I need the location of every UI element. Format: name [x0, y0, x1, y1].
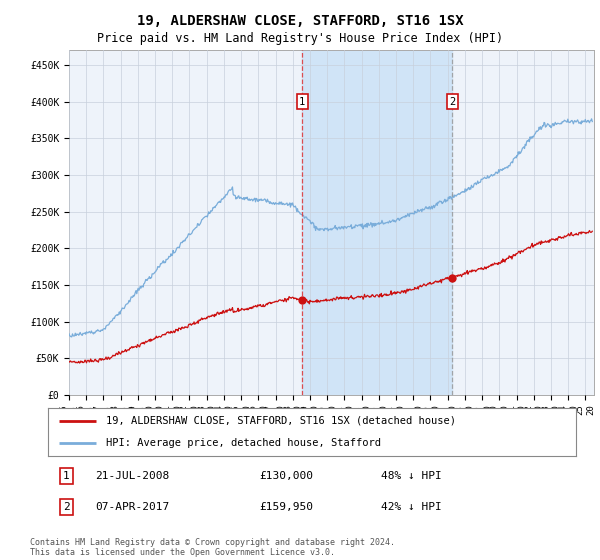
- Text: 21-JUL-2008: 21-JUL-2008: [95, 471, 170, 481]
- Text: £130,000: £130,000: [259, 471, 313, 481]
- Text: 19, ALDERSHAW CLOSE, STAFFORD, ST16 1SX (detached house): 19, ALDERSHAW CLOSE, STAFFORD, ST16 1SX …: [106, 416, 456, 426]
- Text: 48% ↓ HPI: 48% ↓ HPI: [380, 471, 442, 481]
- Text: 1: 1: [63, 471, 70, 481]
- Text: 42% ↓ HPI: 42% ↓ HPI: [380, 502, 442, 512]
- Text: £159,950: £159,950: [259, 502, 313, 512]
- Bar: [302, 50, 452, 395]
- Text: 2: 2: [63, 502, 70, 512]
- Text: 19, ALDERSHAW CLOSE, STAFFORD, ST16 1SX: 19, ALDERSHAW CLOSE, STAFFORD, ST16 1SX: [137, 14, 463, 28]
- Text: Price paid vs. HM Land Registry's House Price Index (HPI): Price paid vs. HM Land Registry's House …: [97, 32, 503, 45]
- Text: 2: 2: [449, 97, 455, 107]
- Text: 07-APR-2017: 07-APR-2017: [95, 502, 170, 512]
- Text: 1: 1: [299, 97, 305, 107]
- Text: Contains HM Land Registry data © Crown copyright and database right 2024.
This d: Contains HM Land Registry data © Crown c…: [30, 538, 395, 557]
- Text: HPI: Average price, detached house, Stafford: HPI: Average price, detached house, Staf…: [106, 438, 381, 448]
